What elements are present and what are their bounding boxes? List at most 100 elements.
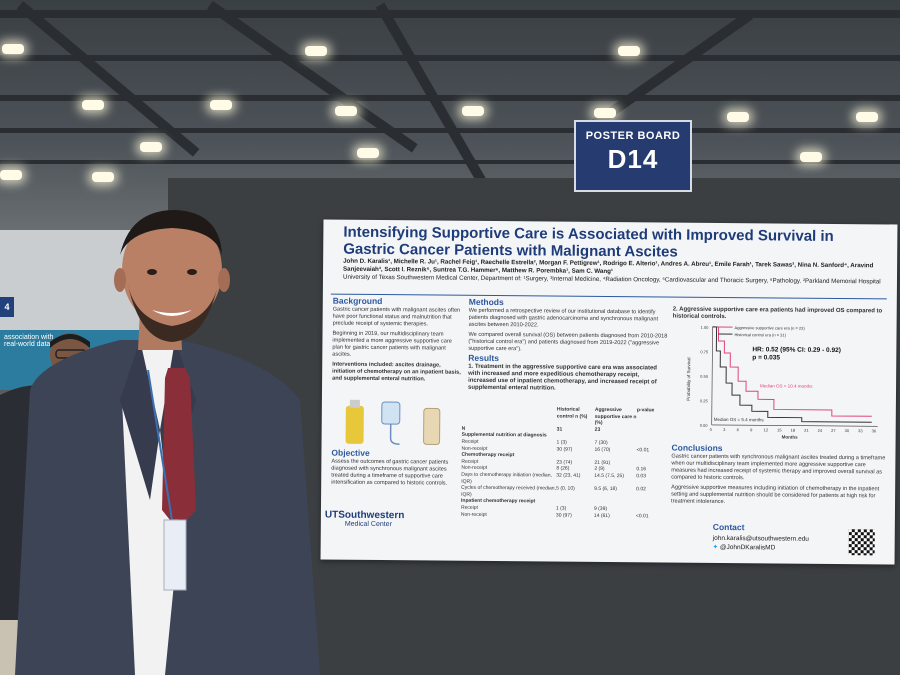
table-cell: 30 (97)	[555, 512, 572, 519]
kaplan-meier-plot: Aggressive supportive care era (n = 23) …	[686, 325, 878, 440]
qr-code[interactable]	[848, 529, 875, 556]
contact-section: Contact john.karalis@utsouthwestern.edu …	[713, 521, 809, 553]
ceiling-light	[2, 44, 24, 54]
utsw-logo: UTSouthwestern Medical Center	[325, 510, 413, 541]
table-cell: Days to chemotherapy initiation (median,…	[461, 471, 552, 485]
necktie	[162, 368, 196, 530]
table-cell: 14.5 (7.5, 25)	[594, 472, 625, 480]
section-heading: Objective	[331, 447, 370, 458]
twitter-handle[interactable]: @JohnDKaralisMD	[719, 543, 776, 552]
name-badge	[163, 519, 187, 591]
legend-entry: Historical control era (n = 31)	[734, 332, 786, 337]
banner-text: association with real-world data	[4, 334, 54, 348]
median-os-historical: Median OS = 5.4 months	[714, 417, 765, 422]
ceiling-light	[800, 152, 822, 162]
research-poster: Intensifying Supportive Care is Associat…	[320, 219, 898, 565]
y-axis-label: Probability of Survival	[686, 357, 691, 400]
p-value: p = 0.035	[752, 354, 780, 361]
x-axis-label: Months	[782, 435, 799, 440]
poster-title: Intensifying Supportive Care is Associat…	[343, 223, 834, 261]
table-cell	[462, 406, 557, 427]
ceiling-light	[357, 148, 379, 158]
x-tick-label: 6	[737, 427, 740, 432]
x-tick-label: 3	[723, 427, 726, 432]
beard	[128, 285, 218, 342]
poster-board-sign: POSTER BOARD D14	[574, 120, 692, 192]
logo-line: UTSouthwestern	[324, 509, 405, 522]
section-heading: Methods	[468, 296, 504, 308]
table-cell: 5 (0, 10)	[556, 485, 575, 492]
table-cell: 0.02	[636, 486, 646, 493]
ceiling-truss	[16, 1, 200, 157]
section-heading: Contact	[712, 521, 745, 533]
table-cell: 14 (61)	[593, 512, 610, 519]
conclusion-point: Gastric cancer patients with synchronous…	[671, 453, 886, 482]
nutrition-bottle-icon	[345, 405, 364, 444]
table-cell: Aggressive supportive care n (%)	[594, 406, 637, 427]
ceiling-beam	[0, 160, 900, 164]
ceiling-light	[727, 112, 749, 122]
ceiling-light	[335, 106, 357, 116]
x-tick-label: 12	[764, 427, 769, 432]
results-finding: 1. Treatment in the aggressive supportiv…	[468, 363, 657, 392]
ceiling-light	[140, 142, 162, 152]
left-booth-sign: 4	[0, 297, 14, 317]
table-row: Historical control n (%) Aggressive suppo…	[462, 406, 677, 428]
conclusion-point: Aggressive supportive measures including…	[671, 484, 880, 506]
x-tick-label: 0	[710, 427, 713, 432]
drainage-bottle-icon	[423, 407, 441, 445]
table-cell: 32 (23, 41)	[556, 472, 581, 479]
methods-point: We performed a retrospective review of o…	[468, 307, 659, 329]
background-section: Background Gastric cancer patients with …	[332, 296, 463, 384]
historical-era-curve	[712, 326, 872, 423]
methods-point: We compared overall survival (OS) betwee…	[468, 331, 668, 353]
y-tick-label: 0.00	[700, 423, 709, 428]
ceiling-beam	[0, 10, 900, 18]
x-tick-label: 27	[831, 428, 836, 433]
table-cell: Cycles of chemotherapy received (median,…	[461, 484, 556, 498]
aggressive-era-curve	[712, 326, 872, 417]
section-heading: Results	[468, 352, 500, 364]
x-tick-label: 36	[872, 428, 877, 433]
background-point: Beginning in 2019, our multidisciplinary…	[332, 330, 452, 358]
median-os-aggressive: Median OS = 10.4 months	[760, 383, 813, 388]
table-row: Non-receipt 30 (97) 14 (61) <0.01	[461, 511, 676, 519]
x-tick-label: 21	[804, 428, 809, 433]
ceiling-light	[82, 100, 104, 110]
ceiling-light	[210, 100, 232, 110]
logo-line: Medical Center	[344, 520, 392, 529]
ceiling-light	[92, 172, 114, 182]
ceiling-light	[856, 112, 878, 122]
poster-authors: John D. Karalis¹, Michelle R. Ju¹, Rache…	[343, 258, 883, 287]
section-heading: Conclusions	[671, 442, 723, 453]
table-cell: 0.03	[636, 473, 647, 480]
supportive-care-illustrations	[345, 399, 441, 445]
x-tick-label: 15	[777, 427, 782, 432]
ceiling-light	[462, 106, 484, 116]
ceiling-light	[305, 46, 327, 56]
table-cell: 9.5 (6, 18)	[594, 485, 617, 493]
background-point: Gastric cancer patients with malignant a…	[332, 306, 461, 328]
results-table: Historical control n (%) Aggressive suppo…	[461, 406, 677, 520]
x-tick-label: 33	[858, 428, 863, 433]
y-tick-label: 0.25	[700, 398, 709, 403]
table-cell: Non-receipt	[460, 511, 487, 518]
section-heading: Background	[332, 295, 383, 307]
hazard-ratio: HR: 0.52 (95% CI: 0.29 - 0.92)	[752, 346, 841, 354]
methods-section: Methods We performed a retrospective rev…	[468, 297, 669, 394]
face	[122, 212, 222, 328]
x-tick-label: 24	[818, 428, 823, 433]
objective-text: Assess the outcomes of gastric cancer pa…	[331, 458, 449, 487]
ceiling-light	[594, 108, 616, 118]
ceiling-light	[0, 170, 22, 180]
board-number: D14	[607, 144, 659, 174]
affiliations: University of Texas Southwestern Medical…	[342, 273, 881, 286]
x-tick-label: 30	[845, 428, 850, 433]
table-cell: p-value	[636, 407, 655, 414]
table-cell: <0.01	[635, 512, 649, 519]
background-point: Interventions included: ascites drainage…	[332, 361, 461, 383]
table-cell: Historical control n (%)	[556, 406, 588, 420]
x-tick-label: 9	[750, 427, 753, 432]
ceiling-light	[618, 46, 640, 56]
y-tick-label: 0.75	[700, 349, 709, 354]
